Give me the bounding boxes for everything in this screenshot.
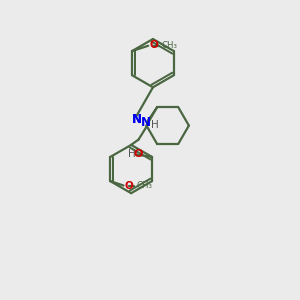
Text: O: O	[149, 40, 158, 50]
Text: CH₃: CH₃	[137, 181, 153, 190]
Text: CH₃: CH₃	[162, 41, 178, 50]
Text: O: O	[134, 149, 143, 159]
Text: N: N	[132, 112, 142, 126]
Text: N: N	[141, 116, 151, 129]
Text: N: N	[132, 112, 142, 126]
Text: O: O	[124, 181, 133, 191]
Text: H: H	[128, 149, 135, 159]
Text: H: H	[151, 120, 159, 130]
